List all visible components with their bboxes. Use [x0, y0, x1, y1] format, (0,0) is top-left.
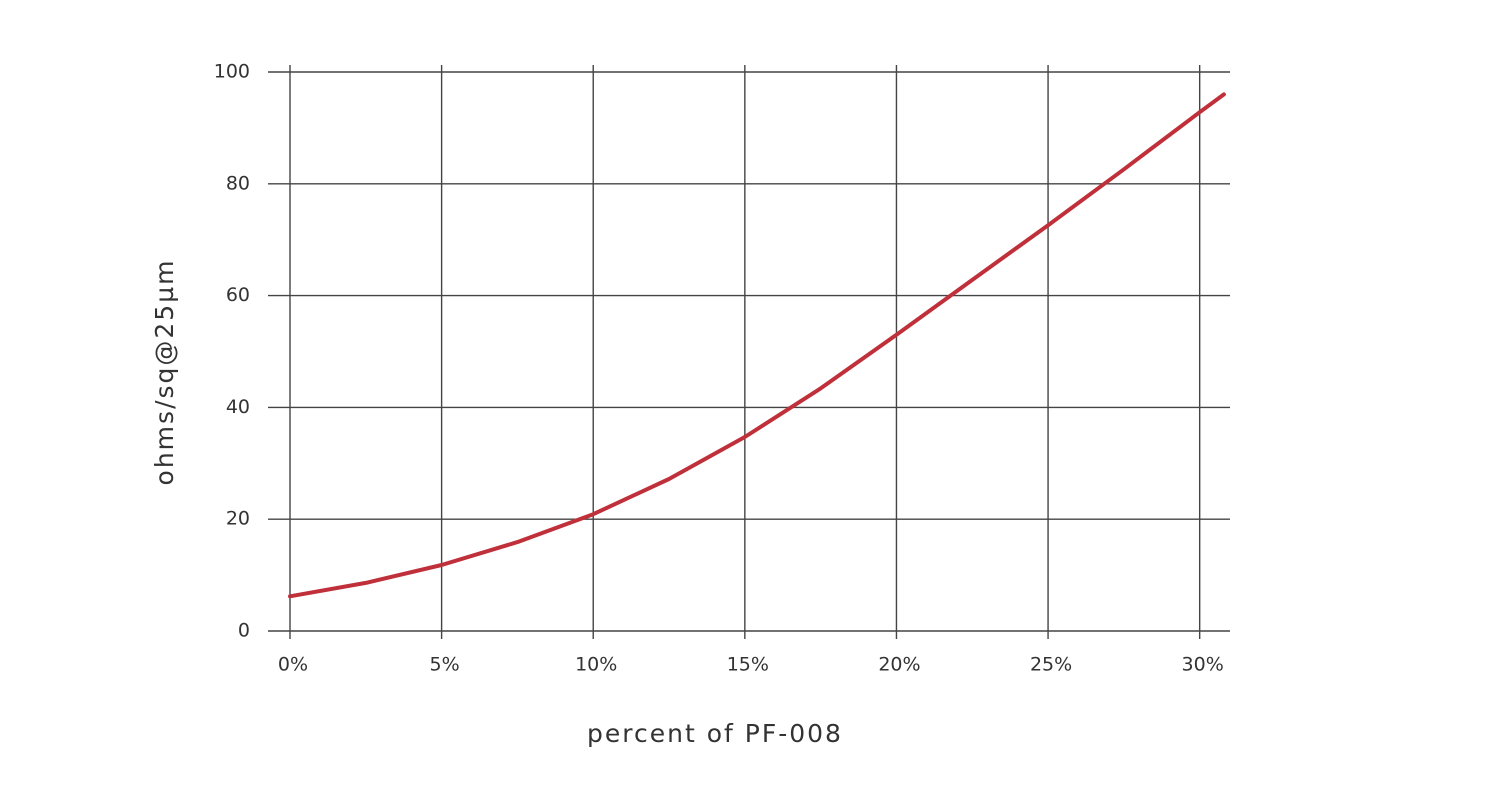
x-tick-label: 0%	[278, 654, 308, 676]
x-tick-label: 5%	[430, 654, 460, 676]
x-tick-label: 30%	[1182, 654, 1224, 676]
y-tick-label: 60	[226, 284, 250, 306]
x-tick-label: 25%	[1030, 654, 1072, 676]
data-line	[288, 92, 1226, 599]
y-tick-label: 40	[226, 396, 250, 418]
y-tick-label: 0	[238, 620, 250, 642]
y-axis-label: ohms/sq@25µm	[150, 259, 179, 486]
y-tick-label: 20	[226, 508, 250, 530]
x-tick-label: 15%	[727, 654, 769, 676]
x-axis-label: percent of PF-008	[587, 719, 843, 748]
y-tick-label: 80	[226, 172, 250, 194]
x-tick-label: 20%	[878, 654, 920, 676]
y-tick-label: 100	[214, 61, 250, 83]
x-tick-label: 10%	[575, 654, 617, 676]
